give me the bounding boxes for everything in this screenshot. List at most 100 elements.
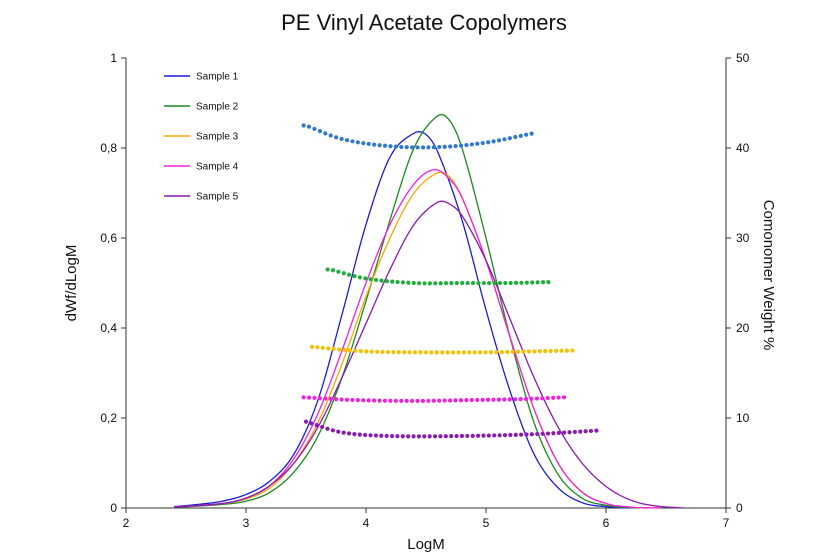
comonomer-point <box>521 349 526 354</box>
comonomer-point <box>559 348 564 353</box>
comonomer-point <box>410 145 415 150</box>
comonomer-point <box>465 280 470 286</box>
comonomer-point <box>314 423 319 428</box>
comonomer-point <box>342 347 347 352</box>
comonomer-point <box>372 398 377 403</box>
comonomer-point <box>535 280 540 285</box>
comonomer-point <box>442 398 447 403</box>
comonomer-point <box>395 434 400 439</box>
comonomer-point <box>496 397 501 402</box>
comonomer-point <box>380 349 385 355</box>
comonomer-dots <box>301 123 599 439</box>
comonomer-point <box>567 430 572 435</box>
comonomer-point <box>363 276 368 281</box>
comonomer-point <box>350 139 355 144</box>
comonomer-point <box>572 429 577 435</box>
comonomer-point <box>379 278 384 283</box>
comonomer-point <box>341 271 346 276</box>
comonomer-point <box>320 345 325 350</box>
comonomer-point <box>507 397 512 402</box>
comonomer-point <box>363 432 368 438</box>
comonomer-point <box>497 433 502 438</box>
comonomer-point <box>323 131 328 136</box>
comonomer-point <box>317 129 322 134</box>
comonomer-point <box>523 396 529 402</box>
comonomer-point <box>450 350 456 355</box>
comonomer-point <box>445 350 450 355</box>
comonomer-point <box>406 434 411 439</box>
comonomer-point <box>341 430 346 435</box>
comonomer-point <box>480 397 485 402</box>
y2-tick-label: 20 <box>736 321 750 335</box>
comonomer-point <box>364 349 369 354</box>
legend-label-1: Sample 1 <box>196 72 239 83</box>
comonomer-point <box>540 280 546 285</box>
comonomer-point <box>513 134 518 140</box>
comonomer-point <box>516 349 521 354</box>
comonomer-point <box>467 350 472 355</box>
comonomer-point <box>411 280 416 286</box>
y2-tick-label: 30 <box>736 231 750 245</box>
comonomer-point <box>534 396 539 401</box>
series-line-1 <box>173 130 631 509</box>
comonomer-point <box>347 348 353 353</box>
comonomer-point <box>361 398 366 403</box>
comonomer-point <box>350 397 355 403</box>
comonomer-series-5 <box>303 419 599 439</box>
comonomer-point <box>420 398 426 403</box>
comonomer-point <box>480 140 485 146</box>
comonomer-point <box>524 280 529 285</box>
comonomer-point <box>488 350 494 355</box>
y2-tick-label: 50 <box>736 51 750 65</box>
comonomer-point <box>411 434 416 439</box>
comonomer-point <box>583 429 588 434</box>
comonomer-point <box>535 431 540 437</box>
comonomer-point <box>427 281 433 286</box>
comonomer-point <box>456 350 461 355</box>
comonomer-point <box>369 349 374 354</box>
comonomer-point <box>317 396 322 401</box>
comonomer-point <box>472 350 477 355</box>
comonomer-point <box>510 349 515 354</box>
comonomer-point <box>330 428 335 433</box>
comonomer-point <box>328 133 333 138</box>
y-tick-label: 0,8 <box>100 141 117 155</box>
comonomer-point <box>431 398 436 403</box>
comonomer-point <box>476 280 481 286</box>
comonomer-point <box>337 347 342 352</box>
comonomer-point <box>508 432 513 438</box>
comonomer-point <box>418 350 423 355</box>
y-tick-label: 1 <box>110 51 117 65</box>
comonomer-point <box>438 281 443 286</box>
comonomer-point <box>412 350 418 355</box>
comonomer-point <box>437 398 442 403</box>
comonomer-point <box>303 419 309 424</box>
comonomer-point <box>377 398 382 403</box>
comonomer-point <box>346 431 352 436</box>
comonomer-point <box>513 280 519 286</box>
comonomer-point <box>415 145 420 150</box>
comonomer-point <box>407 350 412 355</box>
comonomer-point <box>325 426 330 431</box>
comonomer-point <box>353 348 358 353</box>
comonomer-point <box>475 397 480 403</box>
x-tick-label: 5 <box>483 516 490 530</box>
comonomer-point <box>352 431 357 437</box>
comonomer-point <box>481 433 486 438</box>
comonomer-point <box>331 346 336 351</box>
comonomer-point <box>529 396 534 401</box>
comonomer-point <box>461 350 466 355</box>
y2-tick-label: 0 <box>736 501 743 515</box>
comonomer-point <box>358 349 363 354</box>
comonomer-point <box>518 397 523 402</box>
comonomer-point <box>440 350 445 355</box>
comonomer-point <box>323 396 328 401</box>
comonomer-point <box>301 123 306 128</box>
comonomer-point <box>410 398 415 403</box>
comonomer-point <box>481 280 486 286</box>
comonomer-point <box>502 433 508 438</box>
y-tick-label: 0,6 <box>100 231 117 245</box>
comonomer-point <box>315 345 320 350</box>
comonomer-point <box>448 144 453 149</box>
